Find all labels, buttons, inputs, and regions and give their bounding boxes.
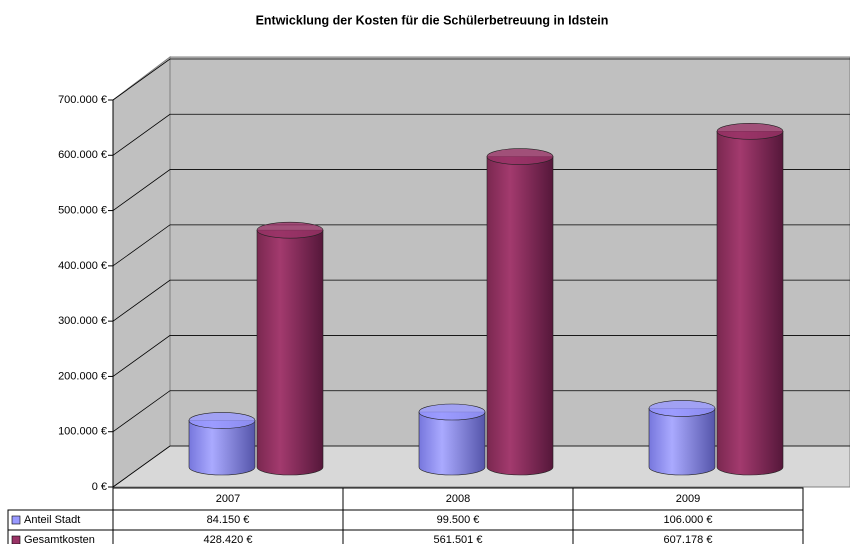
x-tick-label: 2009 (676, 493, 700, 505)
grid-line (112, 113, 850, 156)
value-label: 561.501 € (434, 534, 483, 544)
grid-line (112, 335, 850, 377)
bar-top (716, 123, 784, 140)
grid-line (112, 445, 850, 488)
bar-top (486, 148, 554, 165)
y-tick-label: 600.000 € (58, 149, 107, 161)
value-label: 607.178 € (664, 534, 713, 544)
y-tick-label: 300.000 € (58, 315, 107, 327)
bar (648, 408, 716, 476)
bar-top (648, 400, 716, 417)
bar-top (256, 221, 324, 239)
legend-swatch (11, 515, 21, 525)
bar (256, 229, 324, 476)
grid-line (112, 169, 850, 211)
grid-line (112, 58, 850, 101)
bar (486, 156, 554, 476)
value-label: 84.150 € (207, 514, 250, 526)
grid-line (112, 279, 850, 322)
value-label: 428.420 € (204, 534, 253, 544)
legend-label: Gesamtkosten (24, 534, 95, 544)
y-tick-label: 200.000 € (58, 370, 107, 382)
bars (188, 123, 784, 476)
grid: 0 € 100.000 € 200.000 € 300.000 € 400.000 € 5… (58, 58, 850, 493)
value-label: 99.500 € (437, 514, 480, 526)
bar-top (188, 412, 256, 429)
data-table: Anteil Stadt Gesamtkosten 2007 84.150 € 428.… (7, 487, 804, 544)
y-tick-label: 100.000 € (58, 426, 107, 438)
table-border (112, 487, 804, 544)
x-tick-label: 2007 (216, 493, 240, 505)
grid-line (112, 390, 850, 433)
side-wall (112, 55, 171, 488)
bar (188, 420, 256, 476)
legend-swatch (11, 535, 21, 544)
y-tick-label: 700.000 € (58, 94, 107, 106)
value-label: 106.000 € (664, 514, 713, 526)
y-tick-label: 400.000 € (58, 260, 107, 272)
y-tick-label: 500.000 € (58, 204, 107, 216)
grid-line (112, 224, 850, 267)
legend-label: Anteil Stadt (24, 514, 80, 526)
y-tick-label: 0 € (92, 481, 107, 493)
x-tick-label: 2008 (446, 493, 470, 505)
bar-top (418, 403, 486, 421)
bar (716, 131, 784, 476)
bar (418, 411, 486, 476)
chart-title: Entwicklung der Kosten für die Schülerbe… (256, 13, 609, 27)
